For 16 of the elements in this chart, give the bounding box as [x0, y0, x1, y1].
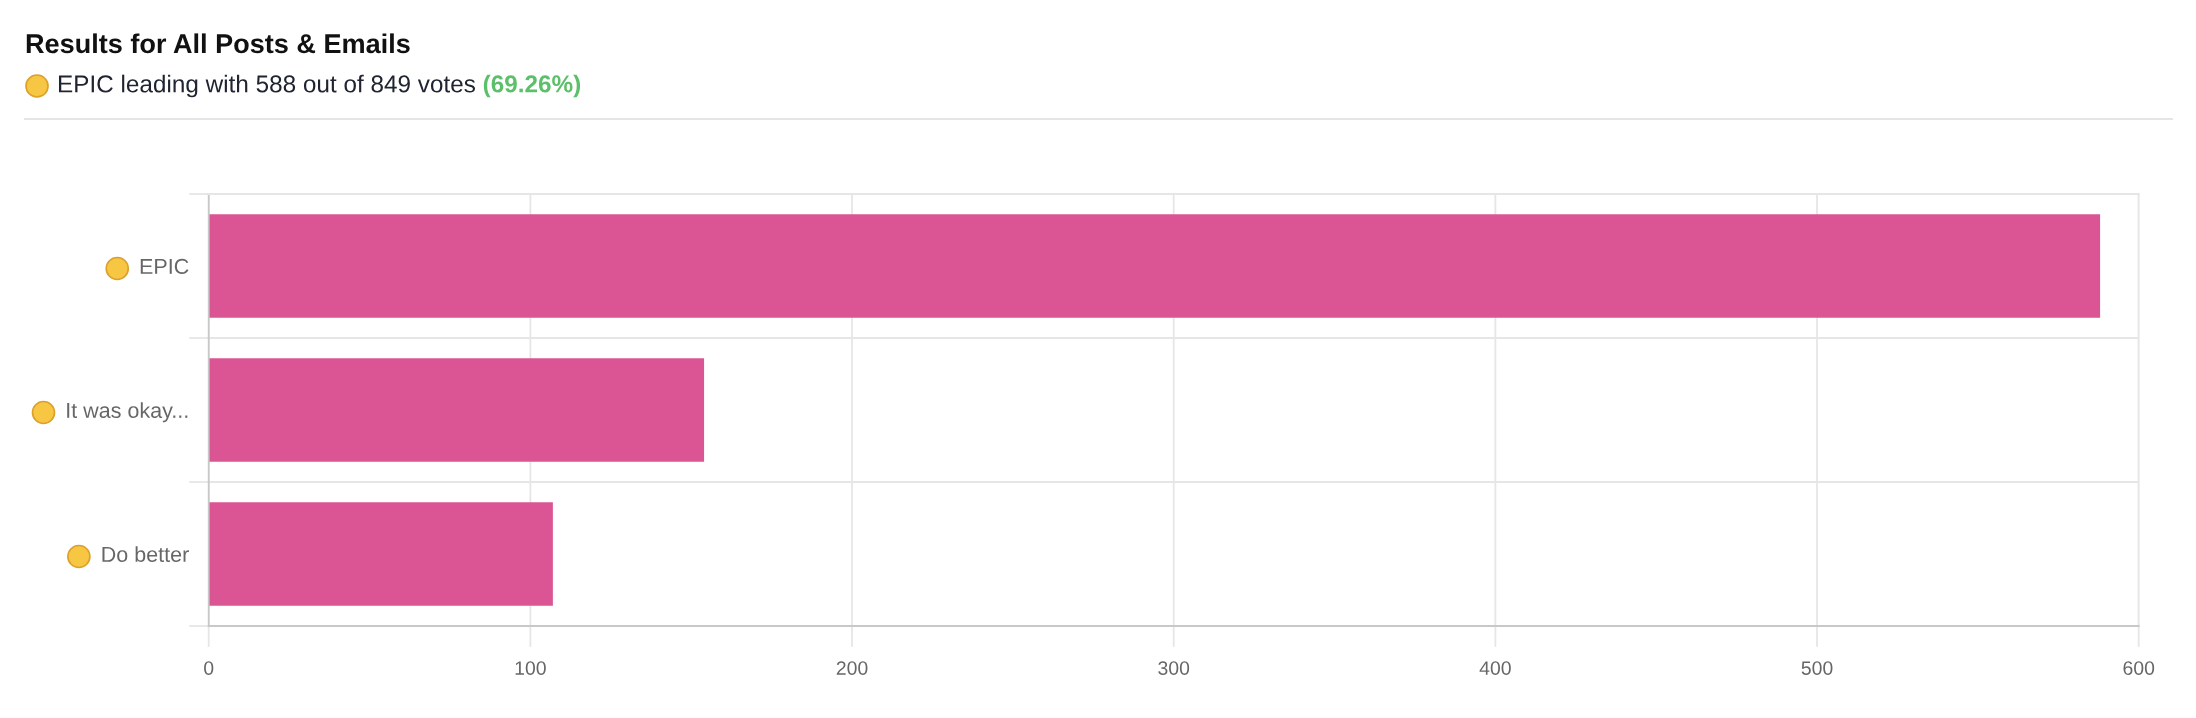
y-tick-label: EPIC: [140, 258, 189, 275]
chart-subtitle: EPIC leading with 588 out of 849 votes: [58, 74, 475, 98]
x-tick-label: 300: [1158, 661, 1190, 675]
y-tick-label: It was okay...: [67, 402, 188, 423]
y-tick-label: Do better: [102, 546, 189, 563]
bar: [208, 358, 705, 462]
x-tick-label: 100: [515, 661, 546, 675]
x-tick-label: 200: [836, 661, 868, 675]
bar: [208, 214, 2101, 318]
x-tick-label: 400: [1479, 661, 1511, 675]
x-tick-label: 600: [2123, 661, 2155, 675]
x-tick-label: 500: [1801, 661, 1833, 675]
chart-title: Results for All Posts & Emails: [26, 33, 410, 54]
bar: [208, 502, 553, 606]
text: (69.26%): [483, 74, 581, 98]
x-tick-label: 0: [204, 661, 214, 675]
